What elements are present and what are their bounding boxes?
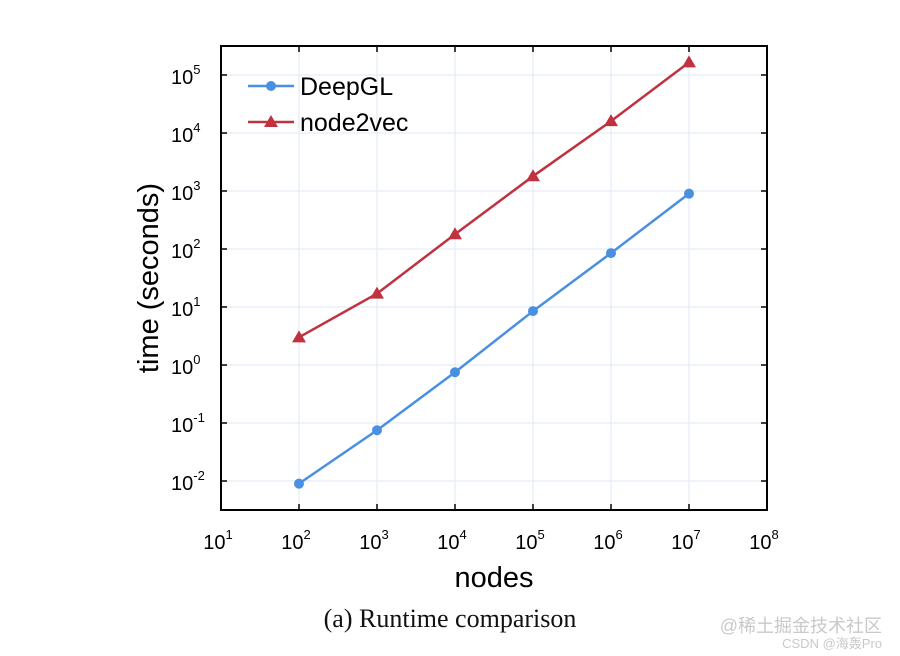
x-tick-exponent: 5 [538,527,545,542]
y-tick-exponent: -1 [193,410,205,425]
x-tick-exponent: 1 [226,527,233,542]
x-tick-exponent: 8 [772,527,779,542]
deepgl-point [684,188,694,199]
node2vec-point [682,55,696,68]
series-deepgl [294,188,694,489]
y-tick-exponent: 4 [193,120,200,135]
x-tick-label: 101 [203,527,232,554]
y-tick-label: 104 [171,120,200,147]
x-tick-label: 104 [437,527,466,554]
y-tick-exponent: 2 [193,236,200,251]
y-tick-base: 10 [171,473,193,495]
y-tick-base: 10 [171,67,193,89]
y-axis-title: time (seconds) [133,183,165,373]
x-tick-exponent: 6 [616,527,623,542]
deepgl-point [294,478,304,489]
y-tick-label: 100 [171,352,200,379]
x-axis-tick-labels: 101 102 103 104 105 106 107 108 [203,527,778,554]
grid [221,46,767,510]
plot-area [220,45,768,511]
node2vec-point [448,227,462,240]
y-tick-exponent: 0 [193,352,200,367]
x-tick-exponent: 2 [304,527,311,542]
y-tick-exponent: 3 [193,178,200,193]
y-tick-label: 102 [171,236,200,263]
x-tick-label: 102 [281,527,310,554]
legend-item-deepgl: DeepGL [248,73,393,101]
node2vec-point [526,169,540,182]
x-tick-base: 10 [749,532,771,554]
legend-label-deepgl: DeepGL [300,73,393,101]
node2vec-point [370,286,384,299]
legend: DeepGL node2vec [248,73,408,137]
y-tick-exponent: 1 [193,294,200,309]
y-tick-base: 10 [171,241,193,263]
x-tick-base: 10 [359,532,381,554]
x-tick-label: 105 [515,527,544,554]
x-axis-title: nodes [454,562,533,594]
legend-marker-deepgl [266,81,276,91]
chart: 101 102 103 104 105 106 107 108 10-210-11001011… [133,45,779,594]
deepgl-line [298,192,690,485]
watermark-author: CSDN @海轰Pro [782,636,882,651]
y-tick-label: 10-1 [171,410,205,437]
figure-caption: (a) Runtime comparison [323,604,577,633]
y-tick-base: 10 [171,299,193,321]
x-tick-exponent: 3 [382,527,389,542]
x-tick-label: 103 [359,527,388,554]
deepgl-point [528,306,538,317]
y-tick-label: 101 [171,294,200,321]
x-tick-label: 106 [593,527,622,554]
axis-ticks [220,46,768,510]
y-tick-label: 10-2 [171,468,205,495]
series-node2vec [292,55,696,343]
deepgl-point [606,248,616,259]
y-tick-label: 103 [171,178,200,205]
node2vec-point [604,114,618,127]
node2vec-point [292,330,306,343]
legend-item-node2vec: node2vec [248,109,408,137]
deepgl-point [372,425,382,436]
y-tick-label: 105 [171,62,200,89]
y-tick-base: 10 [171,183,193,205]
x-tick-base: 10 [437,532,459,554]
y-tick-base: 10 [171,125,193,147]
watermark-site: @稀土掘金技术社区 [719,616,882,636]
x-tick-exponent: 4 [460,527,467,542]
x-tick-base: 10 [593,532,615,554]
x-tick-label: 107 [671,527,700,554]
y-tick-exponent: 5 [193,62,200,77]
x-tick-base: 10 [203,532,225,554]
legend-marker-node2vec [264,115,278,127]
deepgl-point [450,367,460,378]
y-tick-base: 10 [171,415,193,437]
x-tick-exponent: 7 [694,527,701,542]
y-tick-exponent: -2 [193,468,205,483]
x-tick-base: 10 [281,532,303,554]
node2vec-line [298,61,690,339]
y-tick-base: 10 [171,357,193,379]
x-tick-base: 10 [515,532,537,554]
series-group [292,55,696,489]
x-tick-label: 108 [749,527,778,554]
x-tick-base: 10 [671,532,693,554]
legend-label-node2vec: node2vec [300,109,408,137]
